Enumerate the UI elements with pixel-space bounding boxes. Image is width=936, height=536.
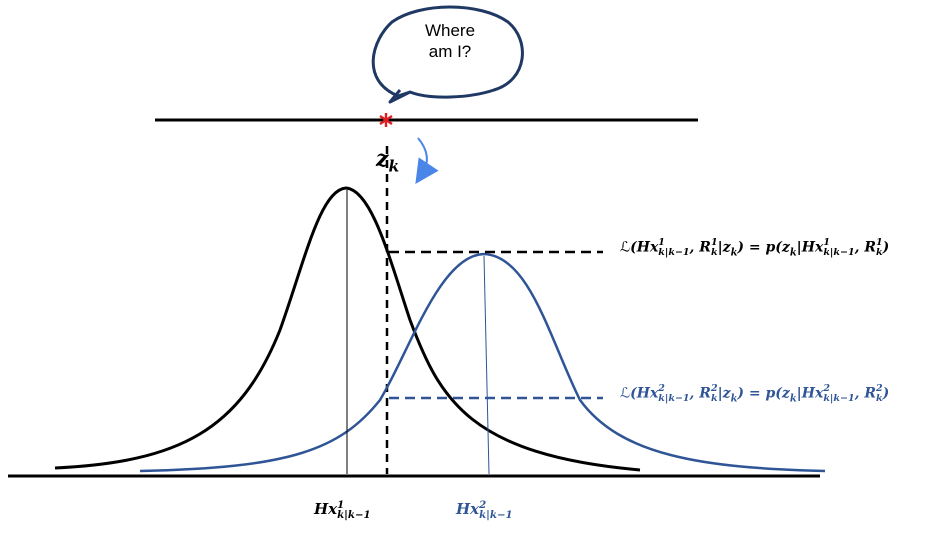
position-marker-icon xyxy=(379,113,393,127)
gaussian-curve-2 xyxy=(139,252,826,473)
measurement-label: zk xyxy=(376,146,400,176)
speech-bubble xyxy=(371,5,524,104)
bubble-line-2: am I? xyxy=(428,42,472,61)
bubble-line-1: Where xyxy=(424,21,476,40)
mean-line-2 xyxy=(483,255,490,475)
mean-label-2: Hx 2 k|k−1 xyxy=(456,499,513,522)
mean-label-1: Hx 1 k|k−1 xyxy=(314,499,371,522)
bubble-text: Where am I? xyxy=(412,20,488,62)
curved-arrow-icon xyxy=(415,137,439,184)
gaussian-curve-1 xyxy=(54,186,641,472)
